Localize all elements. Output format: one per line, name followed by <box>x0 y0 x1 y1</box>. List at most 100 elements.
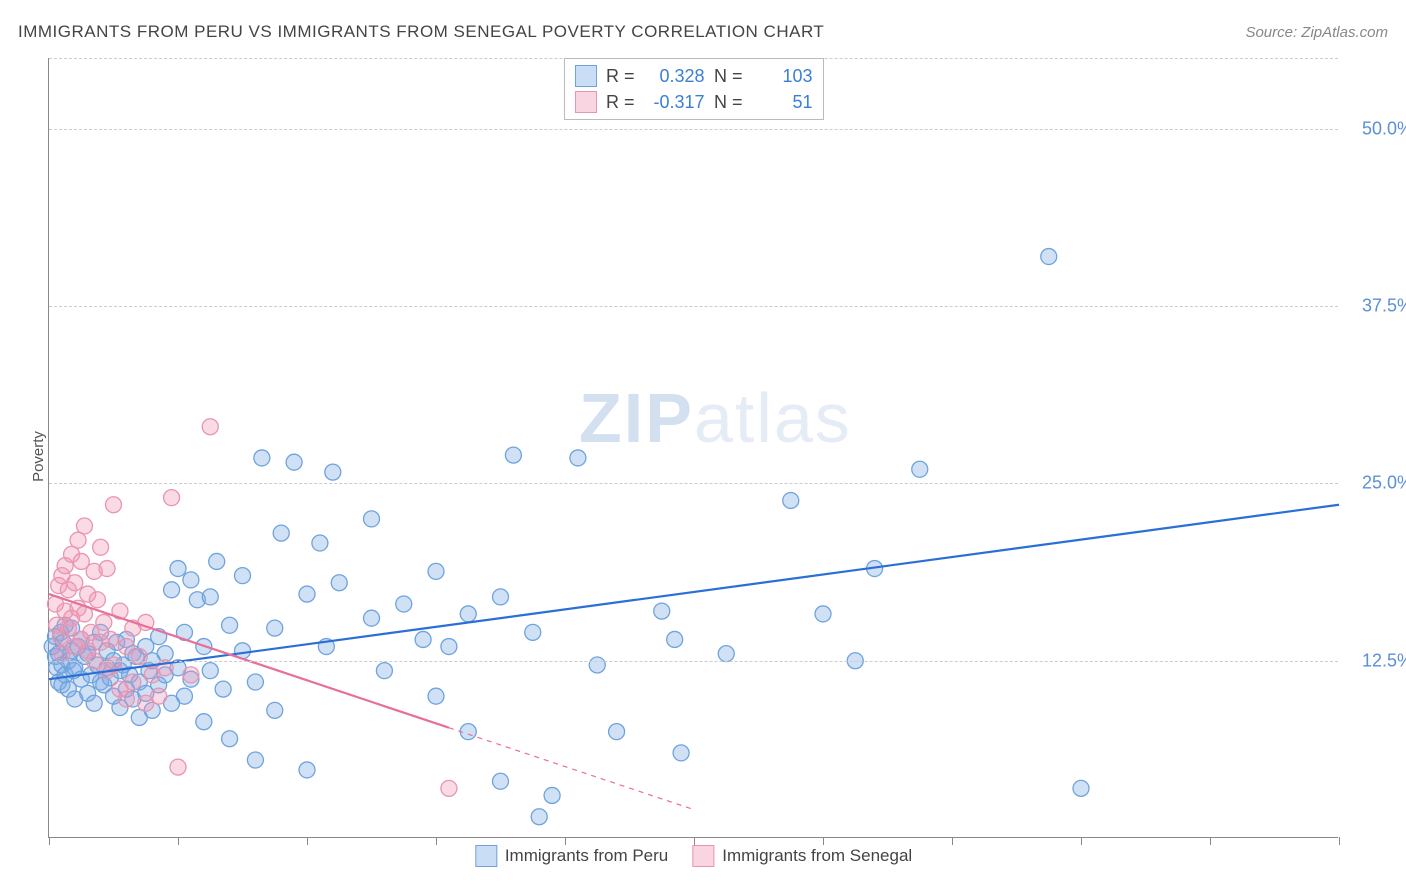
data-point <box>99 561 115 577</box>
data-point <box>493 589 509 605</box>
data-point <box>222 731 238 747</box>
data-point <box>183 667 199 683</box>
legend-r-val: -0.317 <box>643 92 705 113</box>
data-point <box>299 762 315 778</box>
data-point <box>505 447 521 463</box>
x-tick <box>565 837 566 845</box>
legend-item-label: Immigrants from Senegal <box>722 846 912 866</box>
data-point <box>783 492 799 508</box>
data-point <box>428 688 444 704</box>
plot-region: ZIPatlas R = 0.328 N = 103 R = -0.317 N … <box>48 58 1338 838</box>
data-point <box>67 575 83 591</box>
data-point <box>267 620 283 636</box>
plot-svg <box>49 58 1338 837</box>
legend-n-label: N = <box>713 66 743 87</box>
data-point <box>196 714 212 730</box>
data-point <box>667 631 683 647</box>
data-point <box>183 572 199 588</box>
data-point <box>525 624 541 640</box>
data-point <box>170 759 186 775</box>
y-tick-label: 25.0% <box>1362 473 1406 494</box>
data-point <box>273 525 289 541</box>
data-point <box>1073 780 1089 796</box>
data-point <box>654 603 670 619</box>
data-point <box>235 568 251 584</box>
data-point <box>376 663 392 679</box>
legend-item-label: Immigrants from Peru <box>505 846 668 866</box>
data-point <box>209 553 225 569</box>
data-point <box>267 702 283 718</box>
data-point <box>96 614 112 630</box>
trend-line <box>49 505 1339 679</box>
data-point <box>164 490 180 506</box>
y-tick-label: 50.0% <box>1362 118 1406 139</box>
grid-line <box>49 661 1338 662</box>
legend-r-val: 0.328 <box>643 66 705 87</box>
legend-swatch-peru <box>475 845 497 867</box>
grid-line <box>49 483 1338 484</box>
y-axis-label: Poverty <box>30 431 47 482</box>
x-tick <box>178 837 179 845</box>
trend-line-dashed <box>449 728 694 810</box>
data-point <box>441 639 457 655</box>
data-point <box>460 724 476 740</box>
grid-line <box>49 129 1338 130</box>
data-point <box>89 592 105 608</box>
data-point <box>570 450 586 466</box>
data-point <box>364 610 380 626</box>
data-point <box>441 780 457 796</box>
data-point <box>247 674 263 690</box>
data-point <box>912 461 928 477</box>
data-point <box>325 464 341 480</box>
x-tick <box>952 837 953 845</box>
data-point <box>118 691 134 707</box>
data-point <box>76 518 92 534</box>
data-point <box>331 575 347 591</box>
data-point <box>102 631 118 647</box>
data-point <box>299 586 315 602</box>
data-point <box>286 454 302 470</box>
data-point <box>151 688 167 704</box>
x-tick <box>436 837 437 845</box>
data-point <box>86 695 102 711</box>
legend-row-senegal: R = -0.317 N = 51 <box>575 89 813 115</box>
legend-item-peru: Immigrants from Peru <box>475 845 668 867</box>
x-tick <box>1210 837 1211 845</box>
legend-item-senegal: Immigrants from Senegal <box>692 845 912 867</box>
legend-n-val: 103 <box>751 66 813 87</box>
legend-n-label: N = <box>713 92 743 113</box>
data-point <box>531 809 547 825</box>
data-point <box>202 663 218 679</box>
data-point <box>364 511 380 527</box>
grid-line <box>49 306 1338 307</box>
legend-swatch-senegal <box>575 91 597 113</box>
data-point <box>415 631 431 647</box>
data-point <box>544 787 560 803</box>
data-point <box>125 674 141 690</box>
data-point <box>93 539 109 555</box>
legend-series: Immigrants from Peru Immigrants from Sen… <box>475 845 912 867</box>
chart-source: Source: ZipAtlas.com <box>1245 24 1388 41</box>
x-tick <box>49 837 50 845</box>
data-point <box>673 745 689 761</box>
data-point <box>202 589 218 605</box>
data-point <box>202 419 218 435</box>
data-point <box>247 752 263 768</box>
data-point <box>589 657 605 673</box>
legend-r-label: R = <box>605 92 635 113</box>
legend-correlation: R = 0.328 N = 103 R = -0.317 N = 51 <box>564 58 824 120</box>
data-point <box>815 606 831 622</box>
legend-swatch-peru <box>575 65 597 87</box>
legend-swatch-senegal <box>692 845 714 867</box>
x-tick <box>823 837 824 845</box>
data-point <box>170 561 186 577</box>
data-point <box>396 596 412 612</box>
data-point <box>460 606 476 622</box>
data-point <box>718 646 734 662</box>
x-tick <box>307 837 308 845</box>
data-point <box>312 535 328 551</box>
chart-title: IMMIGRANTS FROM PERU VS IMMIGRANTS FROM … <box>18 22 824 42</box>
x-tick <box>1339 837 1340 845</box>
y-tick-label: 12.5% <box>1362 650 1406 671</box>
data-point <box>176 688 192 704</box>
